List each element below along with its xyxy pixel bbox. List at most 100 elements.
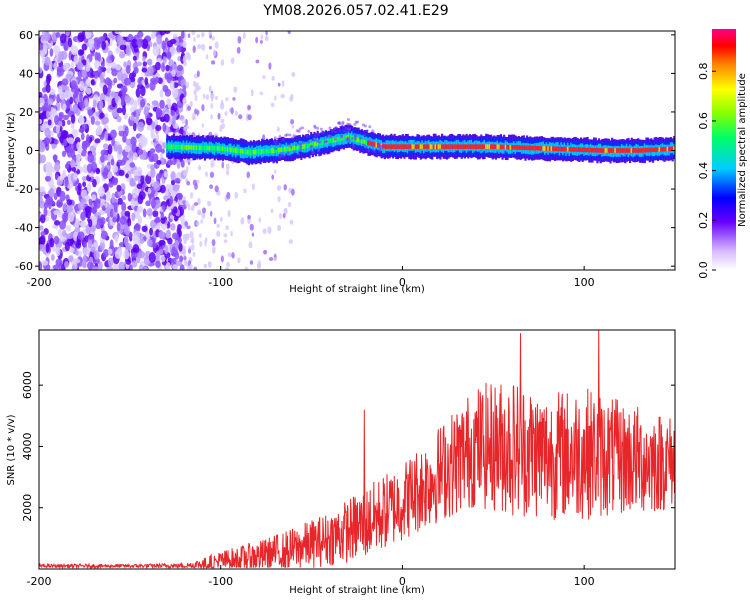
signal-core-cell — [514, 145, 517, 150]
noise-blob — [39, 235, 46, 246]
noise-blob — [139, 238, 145, 244]
noise-blob — [225, 163, 230, 171]
noise-blob — [155, 143, 162, 153]
signal-core-cell — [313, 142, 316, 147]
noise-blob — [119, 39, 127, 46]
noise-blob — [155, 125, 162, 132]
noise-blob — [185, 125, 190, 130]
noise-blob — [39, 106, 43, 112]
noise-blob — [90, 224, 97, 232]
signal-core-cell — [267, 148, 270, 154]
signal-core-cell — [269, 148, 272, 154]
band-spray — [333, 137, 337, 141]
noise-blob — [210, 95, 214, 103]
noise-blob — [201, 43, 206, 51]
signal-core-cell — [202, 145, 205, 151]
noise-blob — [183, 259, 187, 266]
signal-core-cell — [653, 147, 656, 153]
signal-core-cell — [277, 147, 280, 153]
noise-blob — [166, 72, 173, 80]
snr-x-axis-label: Height of straight line (km) — [289, 585, 425, 596]
noise-blob — [71, 166, 77, 172]
noise-blob — [75, 108, 81, 117]
noise-blob — [40, 230, 46, 237]
signal-core-cell — [388, 144, 391, 149]
signal-core-cell — [243, 149, 246, 155]
noise-blob — [116, 107, 123, 114]
snr-series-line — [39, 330, 675, 569]
signal-core-cell — [467, 144, 470, 149]
noise-blob — [150, 198, 156, 209]
signal-core-cell — [409, 144, 413, 149]
noise-blob — [136, 206, 144, 213]
noise-blob — [171, 69, 176, 77]
band-spray — [273, 140, 277, 144]
noise-blob — [48, 187, 55, 198]
noise-blob — [54, 161, 61, 172]
y-tick-label: 4000 — [21, 432, 34, 460]
noise-blob — [155, 260, 161, 269]
noise-blob — [148, 151, 154, 162]
noise-blob — [135, 166, 143, 177]
noise-blob — [50, 253, 55, 261]
signal-core-cell — [179, 144, 182, 150]
signal-core-cell — [373, 142, 377, 147]
x-tick-label: 100 — [574, 276, 595, 289]
noise-blob — [277, 196, 281, 203]
signal-core-cell — [404, 144, 408, 149]
noise-blob — [117, 197, 123, 205]
noise-blob — [148, 252, 156, 263]
band-spray — [367, 139, 371, 143]
noise-blob — [44, 127, 51, 138]
signal-core-cell — [251, 149, 254, 155]
signal-core-cell — [344, 135, 347, 141]
noise-blob — [193, 266, 198, 270]
signal-core-cell — [426, 144, 429, 149]
noise-blob — [83, 38, 89, 44]
noise-blob — [169, 80, 175, 90]
noise-blob — [101, 41, 107, 51]
noise-blob — [117, 144, 123, 155]
noise-blob — [149, 227, 153, 236]
noise-blob — [176, 192, 183, 200]
noise-blob — [236, 46, 241, 54]
noise-blob — [58, 111, 64, 118]
band-spray — [295, 129, 299, 133]
signal-core-cell — [203, 145, 207, 151]
signal-core-cell — [529, 145, 532, 151]
noise-blob — [267, 226, 272, 234]
noise-blob — [274, 95, 277, 101]
band-spray — [299, 145, 303, 149]
signal-core-cell — [452, 144, 455, 149]
signal-core-cell — [530, 145, 534, 151]
signal-core-cell — [496, 144, 499, 150]
noise-blob — [43, 44, 48, 55]
noise-blob — [226, 261, 230, 267]
band-spray — [300, 126, 304, 130]
band-spray — [278, 135, 282, 139]
noise-blob — [39, 118, 43, 125]
signal-core-cell — [527, 145, 530, 151]
noise-blob — [164, 244, 169, 255]
noise-blob — [125, 44, 131, 56]
noise-blob — [259, 40, 263, 44]
noise-blob — [187, 158, 192, 163]
noise-blob — [110, 129, 117, 139]
noise-blob — [113, 202, 118, 213]
noise-blob — [227, 252, 232, 258]
noise-blob — [84, 97, 89, 108]
spectrogram-x-axis-label: Height of straight line (km) — [289, 284, 425, 295]
signal-core-cell — [573, 147, 576, 152]
signal-core-cell — [272, 148, 275, 154]
signal-core-cell — [393, 144, 396, 149]
noise-blob — [47, 98, 54, 106]
signal-core-cell — [519, 145, 522, 150]
signal-core-cell — [234, 148, 238, 153]
band-spray — [321, 130, 325, 134]
band-spray — [359, 137, 363, 141]
signal-core-cell — [400, 144, 403, 149]
noise-blob — [271, 174, 275, 180]
noise-blob — [64, 90, 71, 99]
noise-blob — [143, 106, 149, 117]
noise-blob — [233, 86, 238, 93]
